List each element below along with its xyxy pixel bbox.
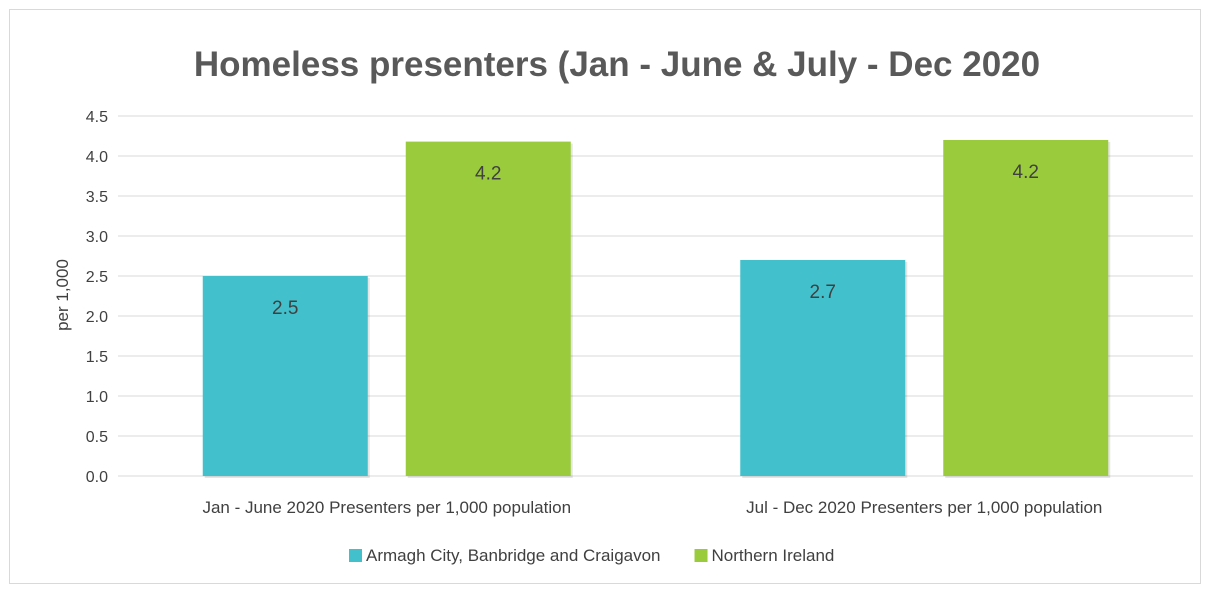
y-tick-label: 4.0 [86, 149, 108, 166]
bars [202, 140, 1111, 478]
legend-swatch [349, 549, 362, 562]
data-label: 2.5 [272, 298, 298, 319]
y-tick-label: 0.0 [86, 469, 108, 486]
data-labels: 2.5 4.2 2.7 4.2 [272, 162, 1039, 319]
y-tick-label: 3.5 [86, 189, 108, 206]
x-axis-categories: Jan - June 2020 Presenters per 1,000 pop… [202, 498, 1102, 517]
y-tick-label: 2.5 [86, 269, 108, 286]
bar [943, 140, 1109, 476]
data-label: 2.7 [810, 282, 836, 303]
y-tick-label: 2.0 [86, 309, 108, 326]
data-label: 4.2 [475, 164, 501, 185]
legend-label: Northern Ireland [712, 546, 835, 565]
x-category-label: Jul - Dec 2020 Presenters per 1,000 popu… [746, 498, 1102, 517]
data-label: 4.2 [1013, 162, 1039, 183]
y-tick-label: 3.0 [86, 229, 108, 246]
y-tick-label: 1.0 [86, 389, 108, 406]
y-tick-label: 1.5 [86, 349, 108, 366]
legend-label: Armagh City, Banbridge and Craigavon [366, 546, 661, 565]
y-tick-label: 4.5 [86, 109, 108, 126]
x-category-label: Jan - June 2020 Presenters per 1,000 pop… [202, 498, 571, 517]
chart-title: Homeless presenters (Jan - June & July -… [194, 45, 1040, 84]
bar [740, 260, 906, 476]
legend-swatch [694, 549, 708, 562]
legend: Armagh City, Banbridge and Craigavon Nort… [349, 546, 834, 565]
y-axis-ticks: 0.0 0.5 1.0 1.5 2.0 2.5 3.0 3.5 4.0 4.5 [86, 109, 108, 486]
y-tick-label: 0.5 [86, 429, 108, 446]
bar [202, 276, 368, 476]
bar [405, 141, 571, 476]
y-axis-label: per 1,000 [53, 259, 72, 331]
